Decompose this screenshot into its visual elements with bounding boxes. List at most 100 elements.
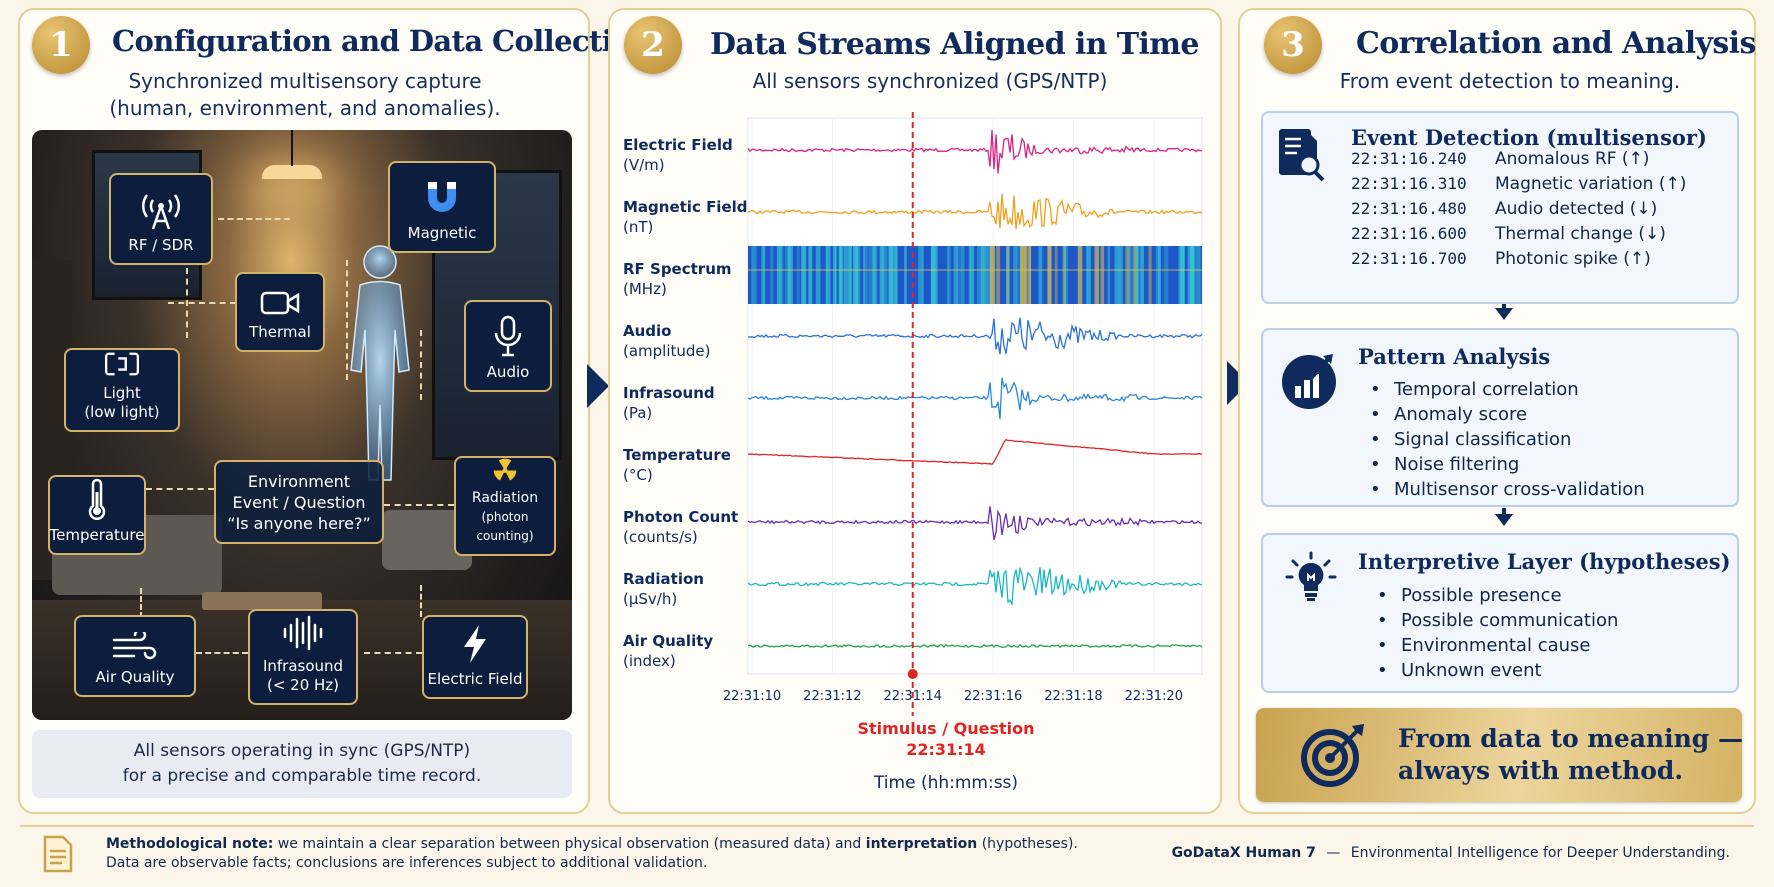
step-number-2: 2	[624, 16, 682, 74]
series-unit: (counts/s)	[623, 528, 698, 546]
sensor-label-infrasound: Infrasound	[263, 657, 343, 676]
series-name: Temperature	[623, 446, 731, 464]
pattern-analysis-title: Pattern Analysis	[1358, 344, 1550, 369]
note-text-c: (hypotheses).	[977, 836, 1078, 852]
panel1-subtitle-line2: (human, environment, and anomalies).	[40, 95, 570, 122]
sensor-label-light-sub: (low light)	[84, 403, 159, 422]
panel1-subtitle: Synchronized multisensory capture (human…	[40, 68, 570, 122]
connector	[168, 302, 236, 304]
chart-growth-icon	[1281, 350, 1341, 410]
event-description: Thermal change (↓)	[1495, 224, 1666, 244]
event-description: Audio detected (↓)	[1495, 199, 1657, 219]
sensor-label-air-quality: Air Quality	[96, 668, 175, 687]
antenna-icon	[138, 190, 184, 230]
document-icon	[42, 835, 74, 873]
interpretive-layer-box: Interpretive Layer (hypotheses) Possible…	[1261, 533, 1739, 693]
pattern-analysis-box: Pattern Analysis Temporal correlation Ano…	[1261, 328, 1739, 507]
arrow-stem	[1502, 304, 1506, 310]
arrow-right-icon	[587, 364, 609, 408]
sensor-card-temperature: Temperature	[48, 475, 146, 555]
series-unit: (V/m)	[623, 156, 665, 174]
lamp-cord	[291, 130, 293, 166]
sensor-label-electric-field: Electric Field	[428, 670, 523, 689]
document-search-icon	[1277, 127, 1325, 183]
stimulus-label: Stimulus / Question 22:31:14	[836, 718, 1056, 760]
event-detection-title: Event Detection (multisensor)	[1351, 125, 1707, 150]
ceiling-lamp	[262, 165, 322, 179]
connector	[364, 652, 422, 654]
series-unit: (Pa)	[623, 404, 652, 422]
series-label: Audio (amplitude)	[623, 321, 711, 361]
microphone-icon	[492, 315, 524, 357]
series-unit: (°C)	[623, 466, 653, 484]
motto-line1: From data to meaning —	[1398, 724, 1743, 753]
arrow-stem	[1502, 508, 1506, 516]
sensor-label-rf: RF / SDR	[128, 236, 193, 255]
interpretive-layer-title: Interpretive Layer (hypotheses)	[1358, 549, 1731, 574]
series-name: Electric Field	[623, 136, 733, 154]
pattern-item: Multisensor cross-validation	[1394, 479, 1645, 500]
connector	[218, 218, 290, 220]
magnet-icon	[422, 178, 462, 218]
chart-xlabel: Time (hh:mm:ss)	[846, 773, 1046, 793]
sync-note-line1: All sensors operating in sync (GPS/NTP)	[32, 739, 572, 764]
sensor-label-light: Light	[103, 384, 140, 403]
series-unit: (MHz)	[623, 280, 667, 298]
series-label: Photon Count (counts/s)	[623, 507, 738, 547]
panel2-title: Data Streams Aligned in Time	[710, 27, 1199, 62]
connector	[140, 588, 142, 618]
sync-note-line2: for a precise and comparable time record…	[32, 764, 572, 789]
series-unit: (nT)	[623, 218, 653, 236]
series-name: Photon Count	[623, 508, 738, 526]
event-description: Photonic spike (↑)	[1495, 249, 1651, 269]
event-time: 22:31:16.600	[1351, 224, 1467, 243]
series-name: Air Quality	[623, 632, 713, 650]
connector	[384, 504, 454, 506]
sensor-label-radiation-sub: (photon counting)	[456, 508, 554, 546]
sensor-card-magnetic: Magnetic	[388, 161, 496, 253]
panel3-subtitle: From event detection to meaning.	[1300, 68, 1720, 95]
footer-brand-line: GoDataX Human 7 — Environmental Intellig…	[1172, 845, 1730, 861]
event-time: 22:31:16.700	[1351, 249, 1467, 268]
series-label: Air Quality (index)	[623, 631, 713, 671]
connector	[146, 488, 214, 490]
pattern-item: Temporal correlation	[1394, 379, 1579, 400]
sensor-label-temperature: Temperature	[49, 526, 144, 545]
sensor-card-audio: Audio	[464, 300, 552, 392]
series-unit: (µSv/h)	[623, 590, 677, 608]
sensor-label-thermal: Thermal	[249, 323, 311, 342]
pattern-item: Signal classification	[1394, 429, 1571, 450]
event-detection-box: Event Detection (multisensor) 22:31:16.2…	[1261, 111, 1739, 304]
panel1-subtitle-line1: Synchronized multisensory capture	[40, 68, 570, 95]
sensor-label-radiation: Radiation	[472, 489, 538, 508]
event-line-3: “Is anyone here?”	[227, 513, 371, 534]
stimulus-text: Stimulus / Question	[836, 718, 1056, 739]
waveform-icon	[280, 615, 326, 651]
lightning-icon	[461, 624, 489, 664]
sensor-card-light: Light (low light)	[64, 348, 180, 432]
thermometer-icon	[87, 478, 107, 520]
event-time: 22:31:16.480	[1351, 199, 1467, 218]
sensor-card-rf: RF / SDR	[109, 173, 213, 265]
target-icon	[1300, 722, 1366, 788]
sensor-card-thermal: Thermal	[235, 272, 325, 352]
sensor-label-infrasound-sub: (< 20 Hz)	[267, 676, 339, 695]
brand-dash: —	[1326, 845, 1340, 861]
sensor-label-magnetic: Magnetic	[408, 224, 477, 243]
footer: Methodological note: we maintain a clear…	[20, 825, 1754, 881]
series-label: Infrasound (Pa)	[623, 383, 715, 423]
note-text-a: we maintain a clear separation between p…	[273, 836, 865, 852]
event-description: Anomalous RF (↑)	[1495, 149, 1649, 169]
stimulus-time: 22:31:14	[836, 739, 1056, 760]
series-label: Temperature (°C)	[623, 445, 731, 485]
series-label: Electric Field (V/m)	[623, 135, 733, 175]
sensor-card-electric-field: Electric Field	[422, 615, 528, 699]
sync-note: All sensors operating in sync (GPS/NTP) …	[32, 730, 572, 798]
panel3-title: Correlation and Analysis	[1356, 26, 1756, 61]
connector	[420, 585, 422, 617]
sensor-card-infrasound: Infrasound (< 20 Hz)	[248, 609, 358, 705]
coffee-table	[202, 592, 322, 610]
series-name: Radiation	[623, 570, 704, 588]
event-card: Environment Event / Question “Is anyone …	[214, 460, 384, 544]
series-name: Magnetic Field	[623, 198, 748, 216]
